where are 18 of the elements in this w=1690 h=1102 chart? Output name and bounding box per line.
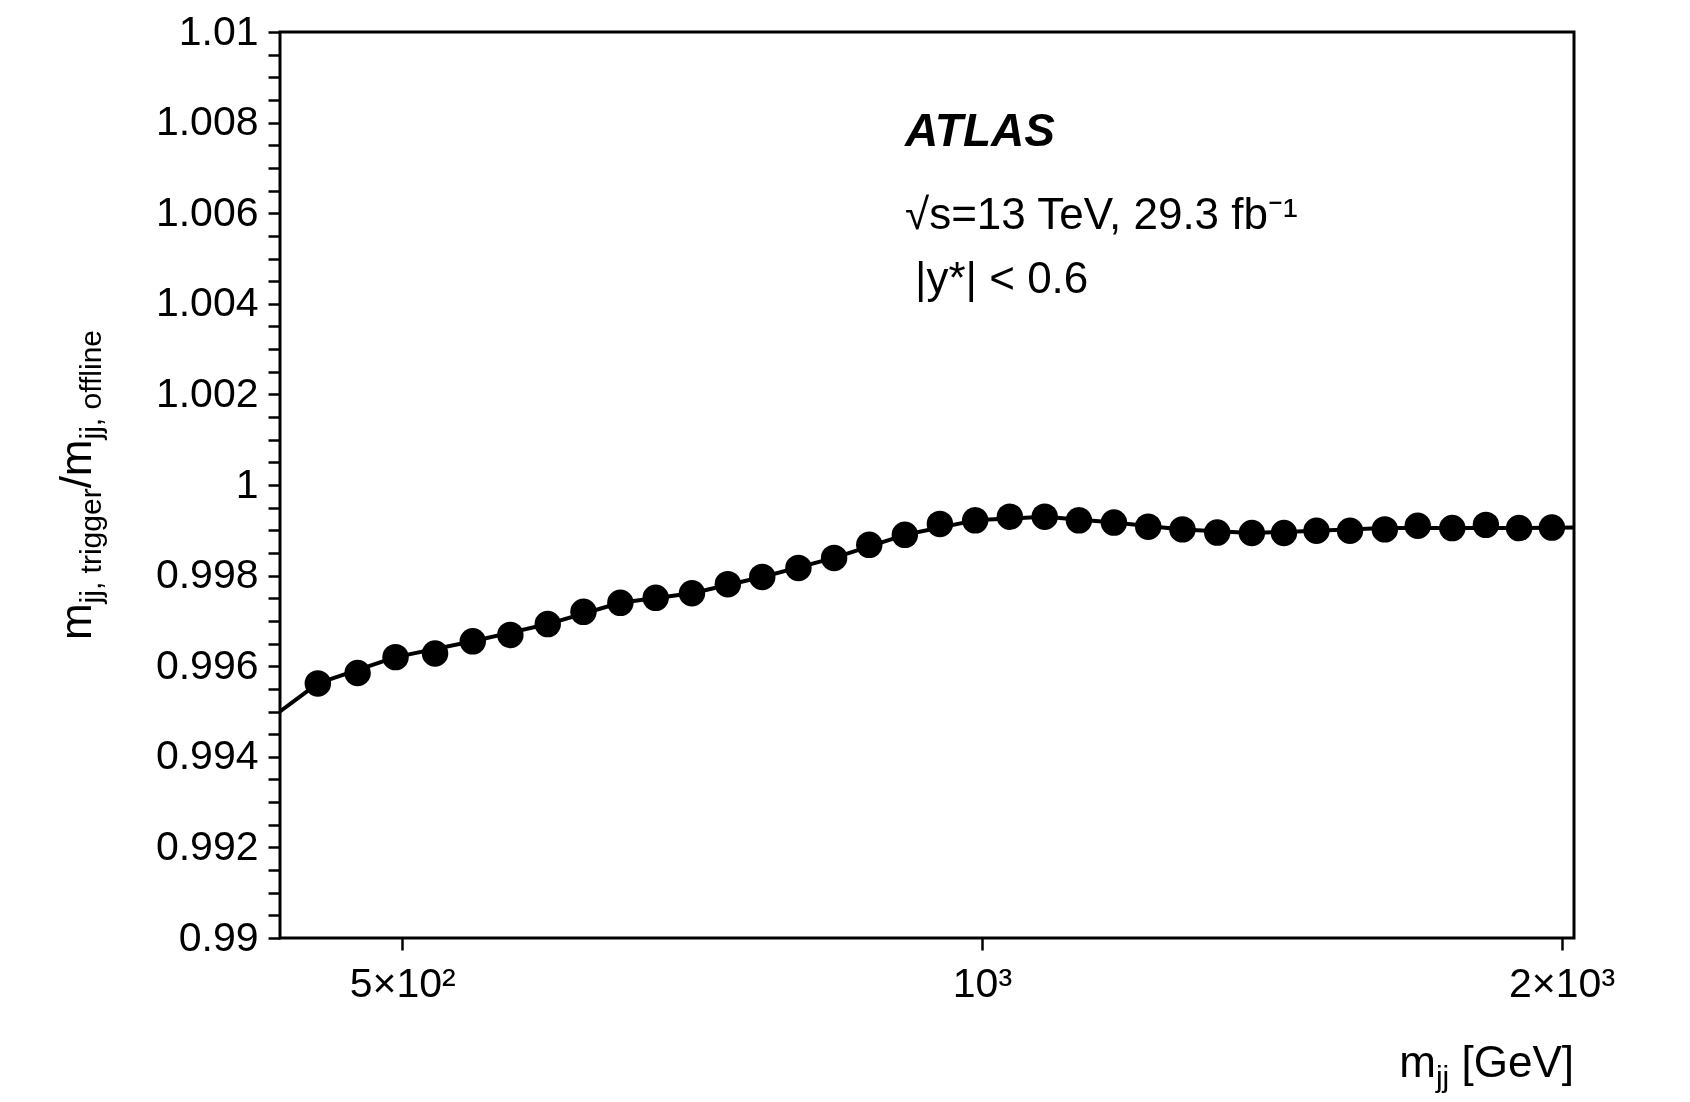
annotation: ATLAS xyxy=(904,104,1056,156)
y-tick-label: 0.992 xyxy=(155,822,259,869)
y-tick-label: 1.01 xyxy=(178,7,259,54)
y-tick-label: 0.99 xyxy=(178,913,259,960)
x-tick-label: 2×10³ xyxy=(1509,959,1616,1006)
x-tick-label: 5×10² xyxy=(349,959,456,1006)
y-tick-label: 1.008 xyxy=(155,98,259,145)
x-axis-title: m$_{jj}$ [GeV] xyxy=(1399,1037,1574,1093)
y-tick-label: 0.996 xyxy=(155,641,259,688)
annotation: |y*| < 0.6 xyxy=(915,253,1089,302)
x-tick-label: 10³ xyxy=(952,959,1013,1006)
y-tick-label: 1.002 xyxy=(155,369,259,416)
y-tick-label: 0.998 xyxy=(155,551,259,598)
y-tick-label: 1.006 xyxy=(155,188,259,235)
y-tick-label: 0.994 xyxy=(155,732,259,779)
y-tick-label: 1.004 xyxy=(155,279,259,326)
y-tick-label: 1 xyxy=(235,460,259,507)
annotation: √s=13 TeV, 29.3 fb⁻¹ xyxy=(905,189,1298,238)
